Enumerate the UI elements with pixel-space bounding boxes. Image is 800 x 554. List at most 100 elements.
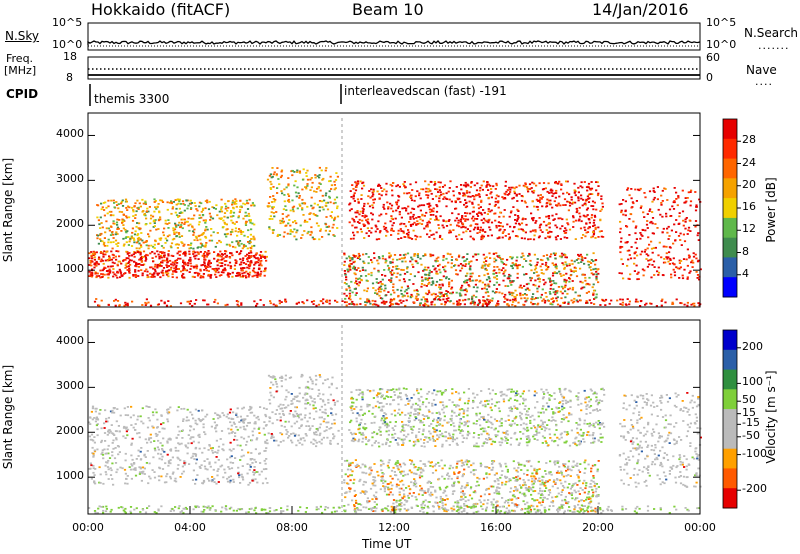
- range-cell: [215, 424, 219, 426]
- range-cell: [646, 213, 649, 215]
- range-cell: [470, 181, 473, 183]
- range-cell: [179, 226, 183, 228]
- range-cell: [628, 254, 631, 256]
- range-cell: [194, 265, 197, 268]
- range-cell: [272, 173, 275, 176]
- range-cell: [298, 386, 301, 389]
- ground-cell: [405, 299, 408, 302]
- range-cell: [120, 262, 123, 265]
- range-cell: [305, 175, 308, 177]
- range-cell: [167, 464, 170, 467]
- range-cell: [587, 290, 590, 293]
- range-cell: [213, 421, 216, 424]
- range-cell: [466, 228, 469, 230]
- range-cell: [375, 281, 378, 284]
- range-cell: [239, 252, 242, 255]
- range-cell: [556, 290, 559, 292]
- range-cell: [357, 267, 360, 269]
- range-cell: [256, 257, 259, 259]
- range-cell: [205, 255, 209, 258]
- range-cell: [498, 254, 501, 257]
- range-cell: [529, 419, 532, 422]
- range-cell: [548, 236, 551, 239]
- ground-cell: [683, 303, 686, 306]
- range-cell: [317, 224, 320, 227]
- range-cell: [308, 376, 312, 379]
- range-cell: [104, 471, 107, 473]
- range-cell: [555, 226, 559, 229]
- range-cell: [249, 262, 252, 265]
- range-cell: [132, 468, 135, 471]
- range-cell: [653, 196, 656, 199]
- range-cell: [577, 219, 580, 222]
- range-cell: [634, 251, 637, 254]
- range-cell: [355, 280, 358, 283]
- range-cell: [161, 261, 164, 264]
- range-cell: [165, 264, 168, 267]
- range-cell: [487, 221, 490, 224]
- range-cell: [472, 206, 475, 209]
- range-cell: [433, 181, 436, 183]
- range-cell: [656, 270, 659, 273]
- ground-cell: [189, 300, 192, 303]
- range-cell: [112, 233, 115, 236]
- range-cell: [691, 266, 694, 268]
- ground-cell: [640, 300, 643, 302]
- range-cell: [156, 263, 159, 266]
- range-cell: [279, 432, 282, 434]
- range-cell: [528, 252, 531, 255]
- range-cell: [153, 243, 156, 246]
- range-cell: [559, 290, 562, 293]
- range-cell: [355, 186, 358, 188]
- range-cell: [530, 264, 533, 267]
- range-cell: [409, 183, 412, 186]
- range-cell: [251, 478, 254, 481]
- range-cell: [465, 192, 468, 194]
- ground-cell: [179, 302, 183, 305]
- range-cell: [360, 275, 363, 277]
- range-cell: [430, 303, 433, 306]
- range-cell: [130, 235, 133, 238]
- ground-cell: [224, 304, 227, 307]
- range-cell: [221, 448, 224, 450]
- range-cell: [593, 201, 596, 204]
- range-cell: [562, 287, 565, 290]
- range-cell: [239, 444, 242, 447]
- range-cell: [513, 190, 516, 193]
- range-cell: [224, 269, 227, 272]
- range-cell: [140, 479, 143, 482]
- range-cell: [581, 259, 584, 262]
- range-cell: [503, 271, 506, 273]
- range-cell: [162, 267, 166, 269]
- range-cell: [454, 219, 457, 222]
- range-cell: [651, 251, 654, 254]
- range-cell: [115, 274, 118, 277]
- range-cell: [220, 430, 224, 432]
- range-cell: [270, 394, 273, 397]
- range-cell: [91, 272, 94, 274]
- ground-cell: [95, 298, 98, 300]
- range-cell: [195, 478, 198, 481]
- range-cell: [133, 205, 136, 208]
- range-cell: [418, 222, 421, 225]
- range-cell: [131, 437, 134, 440]
- range-cell: [172, 255, 175, 257]
- range-cell: [354, 189, 358, 192]
- range-cell: [434, 260, 438, 263]
- range-cell: [563, 268, 566, 270]
- range-cell: [233, 423, 236, 425]
- range-cell: [620, 237, 623, 240]
- range-cell: [359, 180, 362, 183]
- range-cell: [542, 298, 545, 301]
- range-cell: [459, 220, 462, 223]
- range-cell: [130, 442, 133, 445]
- range-cell: [153, 210, 156, 213]
- range-cell: [698, 198, 701, 201]
- range-cell: [468, 200, 471, 203]
- range-cell: [174, 477, 177, 480]
- range-cell: [495, 182, 498, 185]
- ground-cell: [235, 300, 238, 302]
- range-cell: [137, 275, 140, 277]
- range-cell: [92, 454, 95, 457]
- range-cell: [463, 289, 466, 291]
